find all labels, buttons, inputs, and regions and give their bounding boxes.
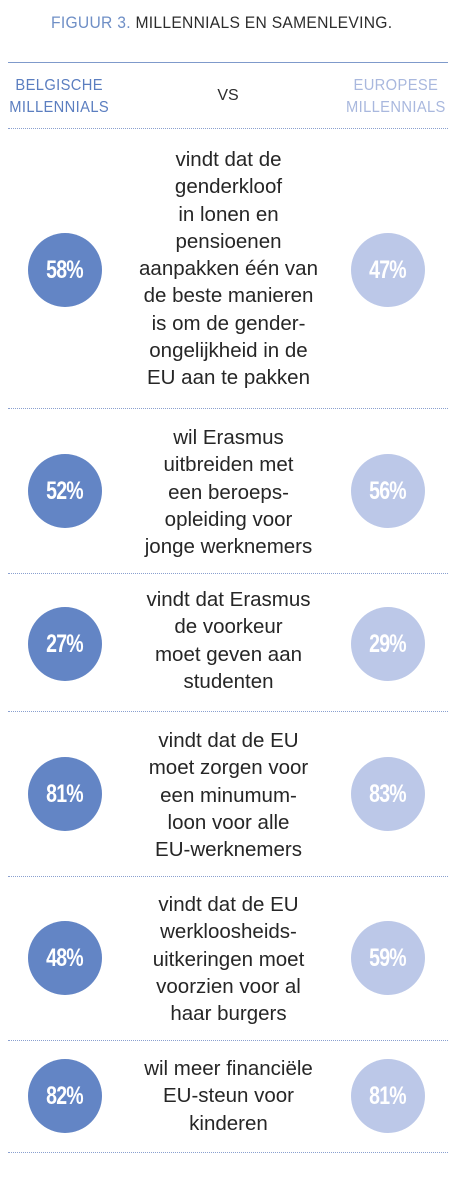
european-percentage-circle: 29% xyxy=(351,607,425,681)
belgian-percentage-circle: 48% xyxy=(28,921,102,995)
belgian-percentage-circle: 81% xyxy=(28,757,102,831)
european-percentage-circle: 81% xyxy=(351,1059,425,1133)
bottom-rule xyxy=(8,1152,448,1153)
column-header-european: EUROPESE MILLENNIALS xyxy=(340,75,452,119)
figure-title: FIGUUR 3. MILLENNIALS EN SAMENLEVING. xyxy=(51,13,419,33)
column-header-belgian: BELGISCHE MILLENNIALS xyxy=(4,75,114,119)
european-percentage: 83% xyxy=(369,779,407,808)
row-divider xyxy=(8,711,448,712)
european-percentage-circle: 56% xyxy=(351,454,425,528)
european-percentage: 59% xyxy=(369,943,407,972)
row-divider xyxy=(8,573,448,574)
column-header-belgian-line2: MILLENNIALS xyxy=(9,99,110,116)
column-header-belgian-line1: BELGISCHE xyxy=(15,77,103,94)
statement-text: wil meer financiële EU-steun voor kinder… xyxy=(144,1057,313,1135)
header-top-rule xyxy=(8,62,448,63)
row-divider xyxy=(8,876,448,877)
row-divider xyxy=(8,1040,448,1041)
european-percentage: 47% xyxy=(369,255,407,284)
row-divider xyxy=(8,408,448,409)
column-header-european-line1: EUROPESE xyxy=(353,77,439,94)
belgian-percentage-circle: 27% xyxy=(28,607,102,681)
european-percentage: 29% xyxy=(369,629,407,658)
belgian-percentage-circle: 58% xyxy=(28,233,102,307)
statement-text: vindt dat de genderkloof in lonen en pen… xyxy=(139,148,318,390)
versus-label: VS xyxy=(217,87,239,104)
row-divider xyxy=(8,128,448,129)
belgian-percentage: 58% xyxy=(46,255,84,284)
figure-number: FIGUUR 3. xyxy=(51,13,131,32)
belgian-percentage: 48% xyxy=(46,943,84,972)
european-percentage: 56% xyxy=(369,476,407,505)
european-percentage-circle: 83% xyxy=(351,757,425,831)
statement-text: vindt dat de EU werkloosheids- uitkering… xyxy=(152,893,305,1026)
belgian-percentage: 27% xyxy=(46,629,84,658)
belgian-percentage: 52% xyxy=(46,476,84,505)
belgian-percentage: 82% xyxy=(46,1081,84,1110)
belgian-percentage: 81% xyxy=(46,779,84,808)
column-header-european-line2: MILLENNIALS xyxy=(345,99,446,116)
statement-text: vindt dat Erasmus de voorkeur moet geven… xyxy=(146,588,311,693)
belgian-percentage-circle: 82% xyxy=(28,1059,102,1133)
belgian-percentage-circle: 52% xyxy=(28,454,102,528)
european-percentage-circle: 47% xyxy=(351,233,425,307)
european-percentage: 81% xyxy=(369,1081,407,1110)
statement-text: wil Erasmus uitbreiden met een beroeps- … xyxy=(144,426,313,559)
european-percentage-circle: 59% xyxy=(351,921,425,995)
figure-heading: MILLENNIALS EN SAMENLEVING. xyxy=(135,13,393,32)
statement-text: vindt dat de EU moet zorgen voor een min… xyxy=(148,729,309,862)
